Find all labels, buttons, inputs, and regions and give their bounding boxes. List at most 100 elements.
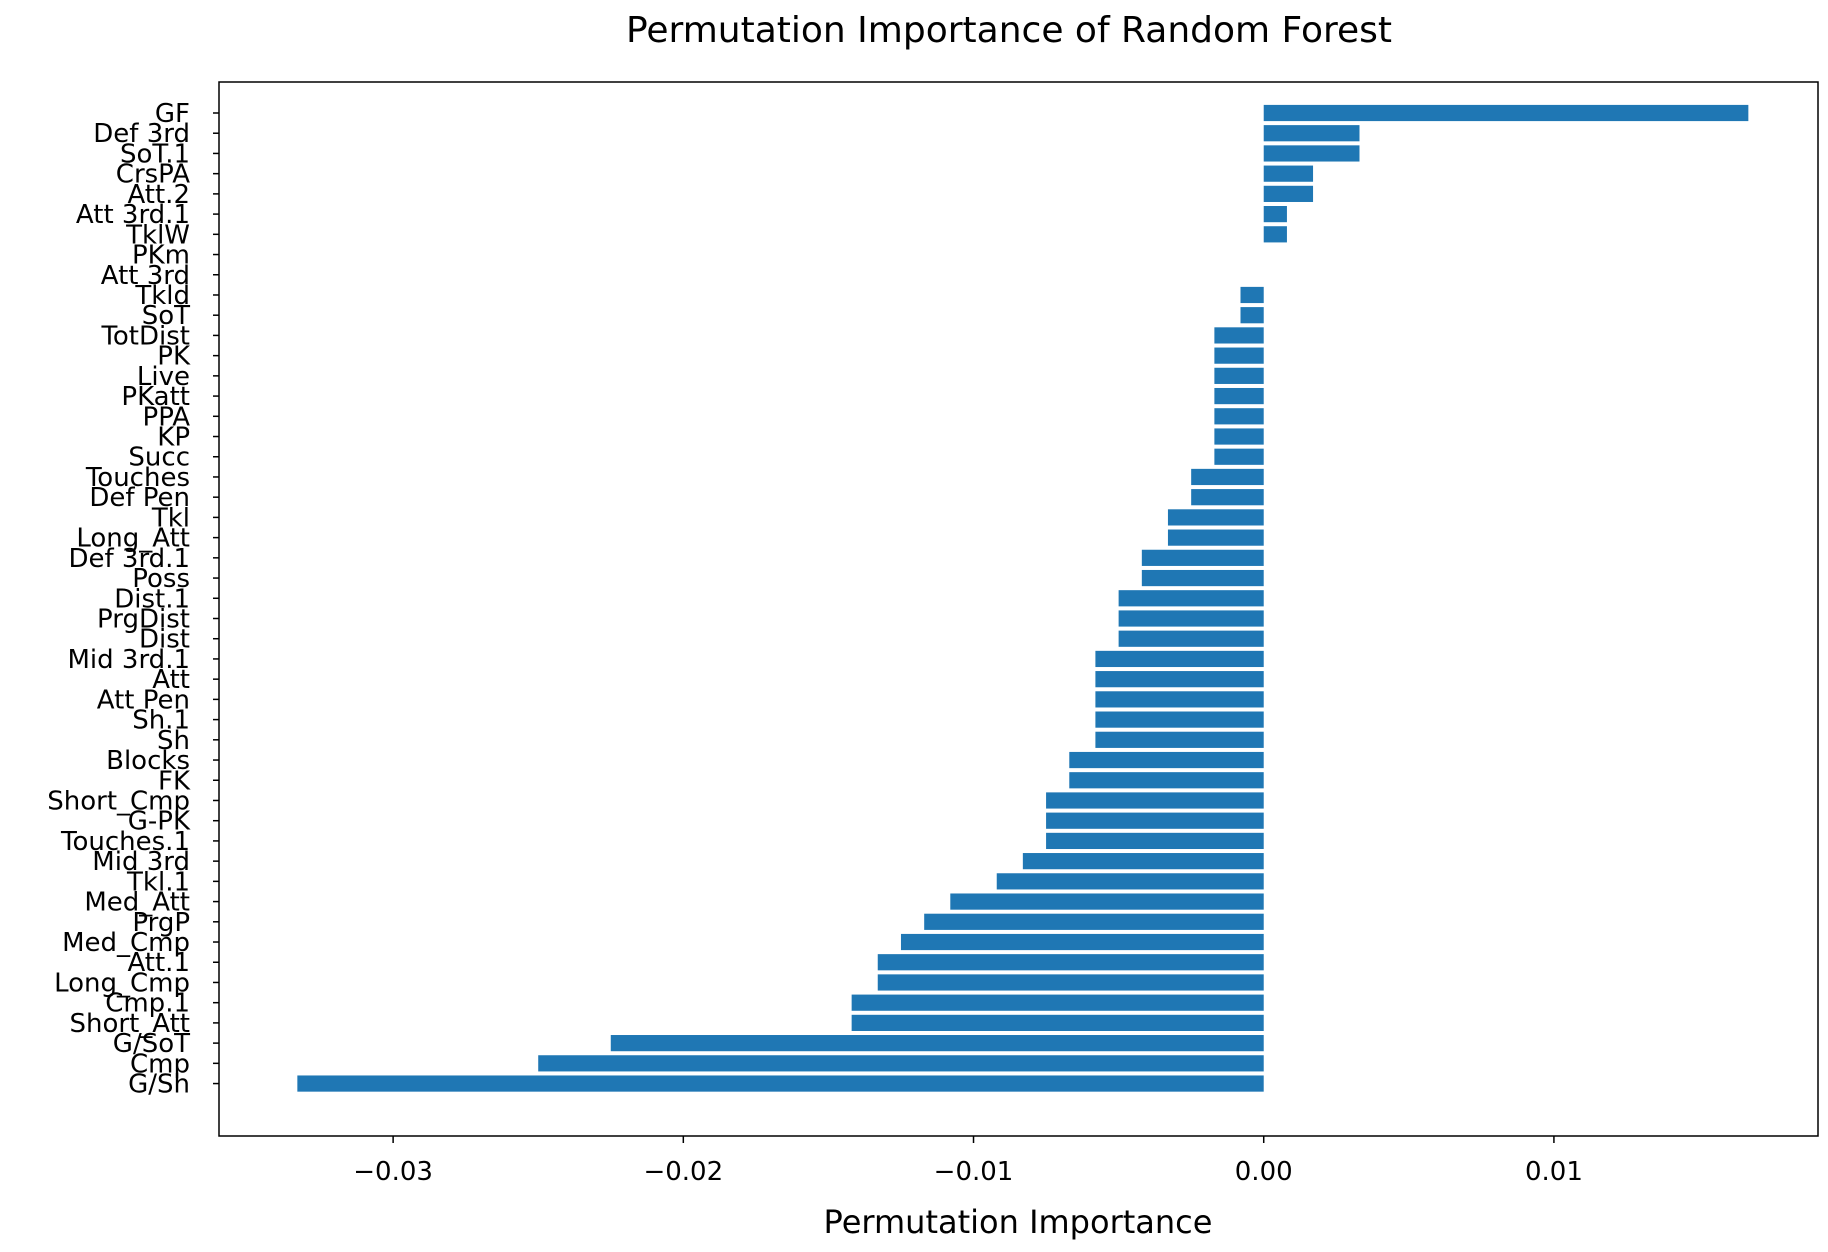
y-tick-label: Long_Cmp [54,968,190,998]
bar [610,1035,1264,1052]
y-tick-label: Med_Att [84,888,190,918]
y-tick-label: Short_Cmp [47,786,190,816]
bar [1214,428,1264,445]
y-tick-label: PrgDist [97,605,190,635]
x-tick-label: −0.03 [353,1157,433,1187]
y-tick-label: CrsPA [116,160,190,190]
y-tick-label: Def 3rd.1 [68,544,190,574]
y-tick-label: Tkl [151,503,190,533]
x-tick-label: −0.02 [643,1157,723,1187]
x-tick-label: 0.00 [1235,1157,1293,1187]
y-tick-label: G/SoT [113,1029,190,1059]
y-tick-label: Touches.1 [60,827,190,857]
bar [1240,286,1264,304]
bar [1263,145,1360,162]
x-tick-label: −0.01 [934,1157,1014,1187]
bar [1095,711,1264,728]
bar [1214,327,1264,344]
y-tick-label: PrgP [132,908,190,938]
bar [1141,549,1264,566]
y-tick-label: PKatt [121,382,190,412]
y-tick-label: Succ [128,443,190,473]
y-tick-label: SoT [142,301,190,331]
y-tick-label: TotDist [100,321,190,351]
bar [1214,408,1264,425]
y-tick-label: Long_Att [76,524,190,554]
y-tick-label: Sh [157,726,190,756]
bar [538,1055,1264,1072]
y-tick-label: Att.1 [127,948,190,978]
y-tick-label: G-PK [128,807,191,837]
bar [1118,630,1264,647]
bar [950,893,1264,910]
y-tick-label: Tkl.1 [126,867,190,897]
y-tick-label: SoT.1 [120,139,190,169]
y-tick-label: Sh.1 [132,706,190,736]
y-tick-label: PKm [132,241,190,271]
bar [1263,125,1360,142]
bar [851,1014,1264,1031]
bar [924,913,1264,930]
y-tick-label: Cmp.1 [105,989,190,1019]
y-tick-label: Def Pen [89,483,190,513]
bar [1046,832,1264,850]
y-tick-label: Dist [139,625,190,655]
bar [1069,751,1264,769]
bar [1263,165,1314,182]
y-tick-label: Att [152,665,190,695]
y-tick-label: Poss [132,564,190,594]
bar [1167,529,1264,546]
bars [297,104,1749,1092]
bar [1263,206,1287,223]
y-tick-label: GF [155,99,190,129]
y-tick-label: Live [137,362,190,392]
x-tick-label: 0.01 [1525,1157,1583,1187]
bar [877,954,1264,971]
bar [1095,671,1264,688]
bar [1214,347,1264,364]
bar [1214,448,1264,465]
y-tick-label: Mid 3rd.1 [67,645,190,675]
y-tick-label: G/Sh [128,1070,190,1100]
y-tick-label: Med_Cmp [62,928,190,958]
y-tick-label: KP [157,423,190,453]
plot-frame [218,81,1819,1137]
bar [1118,610,1264,627]
y-tick-label: Att.2 [127,180,190,210]
bar [900,933,1264,951]
bar [1141,569,1264,587]
bar [996,873,1264,890]
x-axis: −0.03 −0.02 −0.01 0.00 0.01 [353,1136,1583,1187]
bar [1263,104,1749,122]
bar [1191,468,1264,486]
y-tick-label: Att 3rd [101,261,190,291]
y-tick-label: Cmp [130,1049,190,1079]
y-tick-label: TklW [125,220,190,250]
y-tick-label: Att Pen [97,685,190,715]
y-tick-label: Mid 3rd [92,847,190,877]
bar [1214,387,1264,405]
y-tick-label: Dist.1 [114,584,190,614]
bar [1069,772,1264,789]
bar [1214,367,1264,384]
y-tick-label: PPA [143,402,191,432]
chart-title: Permutation Importance of Random Forest [626,10,1392,51]
bar [1095,650,1264,668]
y-tick-label: PK [157,342,191,372]
y-tick-label: Blocks [106,746,190,776]
bar [1022,853,1264,870]
y-tick-label: Att 3rd.1 [76,200,190,230]
bar [851,994,1264,1011]
bar [1240,307,1264,324]
bar [1046,792,1264,809]
bar [1263,226,1287,243]
bar [1046,812,1264,829]
bar [877,974,1264,991]
y-tick-label: Touches [85,463,190,493]
bar [1191,489,1264,506]
bar [1263,185,1314,202]
y-tick-label: Tkld [134,281,190,311]
bar [1095,731,1264,748]
